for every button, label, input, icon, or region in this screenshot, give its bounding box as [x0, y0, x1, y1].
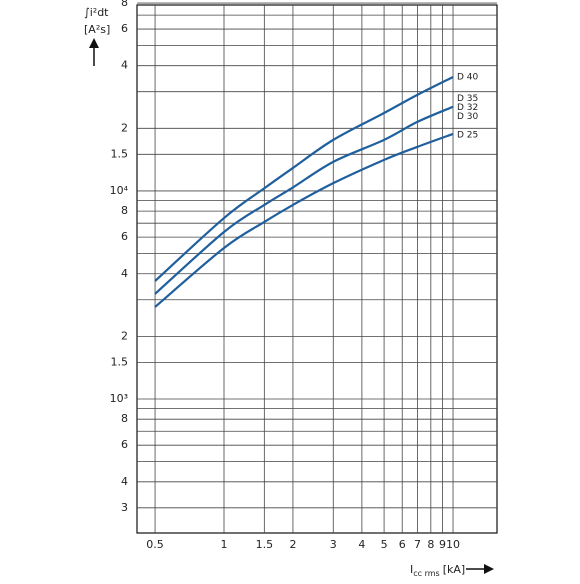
curve-label: D 40 — [457, 72, 479, 82]
curve-label: D 25 — [457, 130, 478, 140]
x-tick-label: 8 — [427, 538, 434, 551]
y-tick-label: 10³ — [110, 392, 128, 405]
y-tick-label: 2 — [121, 121, 128, 134]
y-arrow-head — [89, 38, 99, 48]
x-tick-label: 7 — [414, 538, 421, 551]
y-tick-label: 8 — [121, 412, 128, 425]
y-tick-label: 6 — [121, 22, 128, 35]
curve — [154, 105, 454, 295]
x-label-main: I — [410, 563, 413, 576]
x-tick-label: 1 — [220, 538, 227, 551]
y-tick-label: 8 — [121, 0, 128, 9]
curve — [154, 76, 454, 282]
x-tick-label: 1.5 — [256, 538, 274, 551]
x-tick-label: 10 — [446, 538, 460, 551]
x-tick-label: 5 — [381, 538, 388, 551]
x-tick-label: 6 — [399, 538, 406, 551]
y-tick-label: 1.5 — [111, 355, 129, 368]
x-tick-label: 9 — [439, 538, 446, 551]
y-tick-label: 3 — [121, 501, 128, 514]
y-tick-label: 4 — [121, 267, 128, 280]
curve — [154, 132, 454, 308]
x-tick-label: 2 — [289, 538, 296, 551]
curve-label: D 35 — [457, 94, 478, 104]
y-tick-label: 4 — [121, 475, 128, 488]
plot-frame — [136, 4, 498, 534]
y-tick-label: 6 — [121, 438, 128, 451]
y-axis-label: ∫i²dt — [84, 6, 109, 19]
x-tick-label: 4 — [358, 538, 365, 551]
curve-label: D 32 — [457, 103, 478, 113]
y-axis-unit: [A²s] — [84, 23, 110, 36]
y-tick-label: 10⁴ — [110, 184, 129, 197]
x-label-sub: cc rms — [413, 569, 439, 578]
y-tick-label: 6 — [121, 230, 128, 243]
x-axis-label: Icc rms [kA] — [410, 563, 465, 578]
y-tick-label: 2 — [121, 329, 128, 342]
x-tick-label: 0.5 — [146, 538, 164, 551]
x-label-unit: [kA] — [443, 563, 465, 576]
curve-label: D 30 — [457, 112, 479, 122]
x-tick-label: 3 — [330, 538, 337, 551]
x-arrow-head — [484, 564, 494, 574]
y-tick-label: 1.5 — [111, 147, 129, 160]
y-tick-label: 4 — [121, 59, 128, 72]
y-tick-label: 8 — [121, 204, 128, 217]
